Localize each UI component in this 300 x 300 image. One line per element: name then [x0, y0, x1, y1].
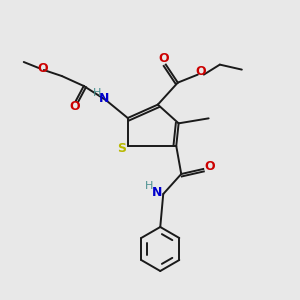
Text: O: O [38, 61, 48, 74]
Text: O: O [158, 52, 169, 65]
Text: S: S [117, 142, 126, 155]
Text: O: O [196, 65, 206, 78]
Text: N: N [152, 185, 162, 199]
Text: H: H [93, 88, 101, 98]
Text: O: O [69, 100, 80, 113]
Text: H: H [145, 181, 153, 191]
Text: N: N [99, 92, 109, 106]
Text: O: O [204, 160, 214, 173]
